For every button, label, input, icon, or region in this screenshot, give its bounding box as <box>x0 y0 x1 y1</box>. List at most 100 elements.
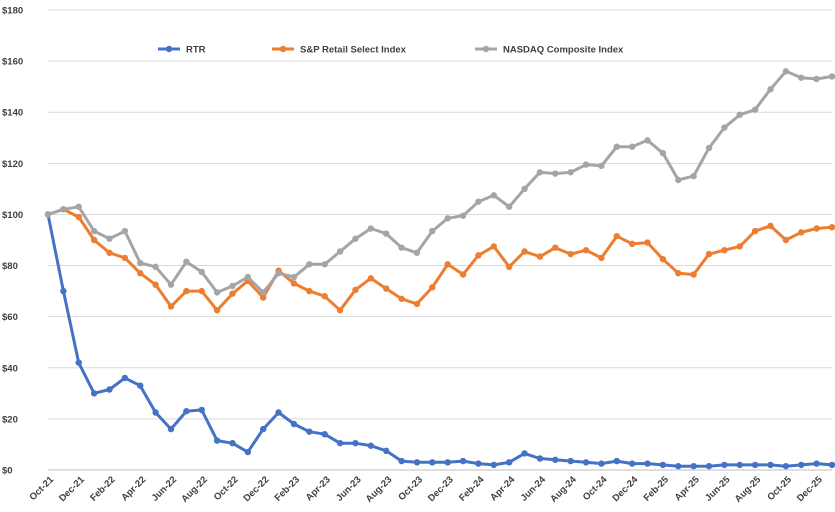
data-point <box>751 106 759 113</box>
data-point <box>675 462 682 470</box>
data-point <box>690 462 697 470</box>
data-point <box>382 447 390 455</box>
data-point <box>598 254 605 262</box>
data-point <box>382 285 390 292</box>
data-point <box>183 287 190 295</box>
data-point <box>721 461 728 469</box>
data-point <box>413 300 421 308</box>
data-point <box>167 425 175 433</box>
x-tick-label: Apr-24 <box>488 474 518 504</box>
data-point <box>444 261 451 268</box>
data-point <box>106 249 113 256</box>
data-point <box>598 460 605 467</box>
data-point <box>659 255 667 263</box>
data-point <box>582 459 590 466</box>
data-point <box>90 390 98 397</box>
data-point <box>736 111 743 118</box>
legend-label: RTR <box>186 45 206 56</box>
data-point <box>675 270 682 277</box>
data-point <box>183 408 190 415</box>
data-point <box>306 261 313 268</box>
y-tick-label: $40 <box>2 363 18 374</box>
x-tick-label: Apr-25 <box>673 474 703 504</box>
data-point <box>721 124 728 131</box>
legend-marker <box>165 45 173 53</box>
legend-item: RTR <box>158 45 206 56</box>
data-point <box>352 286 359 294</box>
x-tick-label: Jun-22 <box>150 474 179 503</box>
data-point <box>413 459 421 466</box>
data-point <box>121 254 129 262</box>
x-tick-label: Aug-23 <box>364 474 395 505</box>
data-point <box>705 462 713 470</box>
data-point <box>229 439 236 447</box>
x-tick-label: Dec-23 <box>426 474 456 504</box>
data-point <box>167 281 175 288</box>
data-point <box>613 457 620 465</box>
data-point <box>137 382 144 389</box>
x-tick-label: Oct-24 <box>581 474 610 503</box>
data-point <box>751 227 759 235</box>
x-tick-label: Dec-21 <box>57 474 87 504</box>
x-tick-label: Apr-23 <box>304 474 333 503</box>
data-point <box>367 225 375 232</box>
x-tick-label: Oct-21 <box>27 474 56 503</box>
x-tick-label: Dec-25 <box>795 474 825 504</box>
x-tick-label: Feb-24 <box>457 474 487 504</box>
x-tick-label: Feb-22 <box>88 474 117 503</box>
data-point <box>90 227 98 235</box>
data-point <box>306 287 313 295</box>
x-tick-label: Oct-25 <box>765 474 794 503</box>
data-point <box>275 409 282 416</box>
data-point <box>106 386 113 393</box>
data-point <box>90 236 98 244</box>
legend-item: NASDAQ Composite Index <box>475 45 624 56</box>
data-point <box>75 213 82 221</box>
data-point <box>552 456 559 463</box>
x-tick-label: Jun-24 <box>519 474 549 504</box>
data-point <box>121 374 129 382</box>
data-point <box>60 287 67 295</box>
data-point <box>690 271 697 278</box>
data-point <box>736 461 743 469</box>
data-point <box>398 457 405 465</box>
data-point <box>336 307 344 314</box>
data-point <box>121 227 129 235</box>
x-tick-label: Jun-23 <box>334 474 363 503</box>
data-point <box>813 460 820 467</box>
data-point <box>229 282 236 290</box>
data-point <box>213 437 221 444</box>
data-point <box>244 448 252 456</box>
gridlines <box>48 9 832 471</box>
y-tick-label: $140 <box>2 108 23 119</box>
data-point <box>798 461 805 469</box>
data-point <box>398 295 405 302</box>
series-lines <box>44 68 835 470</box>
data-point <box>352 235 359 242</box>
data-point <box>505 263 513 271</box>
data-point <box>459 212 467 219</box>
legend-marker <box>279 45 287 53</box>
data-point <box>798 74 805 81</box>
data-point <box>505 459 513 466</box>
y-tick-label: $60 <box>2 312 18 323</box>
data-point <box>613 232 620 240</box>
data-point <box>521 248 528 255</box>
data-point <box>137 259 144 267</box>
data-point <box>198 268 205 276</box>
y-tick-label: $120 <box>2 159 23 170</box>
data-point <box>721 247 728 254</box>
data-point <box>644 239 651 246</box>
series-0 <box>44 211 835 470</box>
y-tick-label: $20 <box>2 414 18 425</box>
data-point <box>290 280 298 287</box>
data-point <box>321 261 328 268</box>
data-point <box>75 203 82 210</box>
data-point <box>490 192 498 199</box>
data-point <box>352 439 359 447</box>
data-point <box>552 170 559 177</box>
x-tick-label: Aug-25 <box>733 474 764 505</box>
data-point <box>260 289 267 296</box>
data-point <box>44 211 52 218</box>
